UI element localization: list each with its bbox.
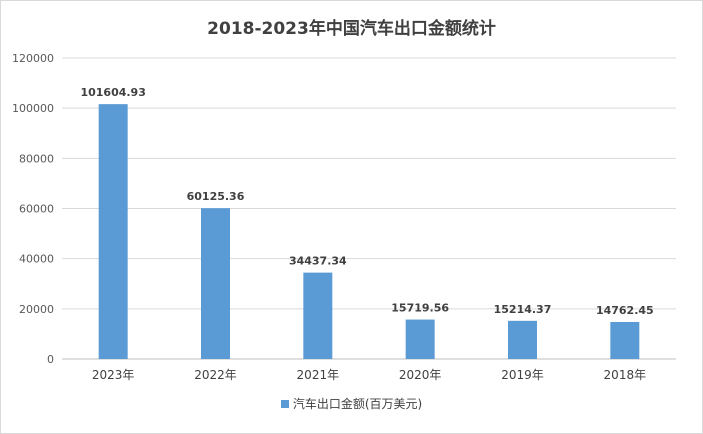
data-label: 15214.37 <box>494 303 552 316</box>
bar <box>508 320 537 359</box>
x-tick-label: 2018年 <box>604 368 647 382</box>
y-tick-label: 20000 <box>19 303 54 316</box>
data-label: 101604.93 <box>80 86 145 99</box>
data-label: 34437.34 <box>289 255 347 268</box>
data-label: 15719.56 <box>391 302 449 315</box>
y-tick-label: 60000 <box>19 203 54 216</box>
y-tick-label: 120000 <box>12 52 54 65</box>
legend-label: 汽车出口金额(百万美元) <box>292 397 423 411</box>
bar <box>303 272 333 359</box>
y-tick-label: 80000 <box>19 152 54 165</box>
y-tick-label: 0 <box>47 353 54 366</box>
bar <box>98 104 128 360</box>
bar <box>405 319 435 359</box>
data-label: 60125.36 <box>187 190 245 203</box>
data-label: 14762.45 <box>596 304 654 317</box>
legend: 汽车出口金额(百万美元) <box>0 395 703 412</box>
bar <box>201 208 230 359</box>
y-tick-label: 40000 <box>19 253 54 266</box>
chart-title: 2018-2023年中国汽车出口金额统计 <box>207 19 496 39</box>
x-tick-label: 2020年 <box>399 368 442 382</box>
legend-swatch <box>280 399 289 408</box>
x-tick-label: 2021年 <box>297 368 340 382</box>
x-tick-label: 2019年 <box>501 368 544 382</box>
y-tick-label: 100000 <box>12 102 54 115</box>
x-tick-label: 2023年 <box>92 368 135 382</box>
bar <box>610 321 640 359</box>
x-tick-label: 2022年 <box>194 368 237 382</box>
